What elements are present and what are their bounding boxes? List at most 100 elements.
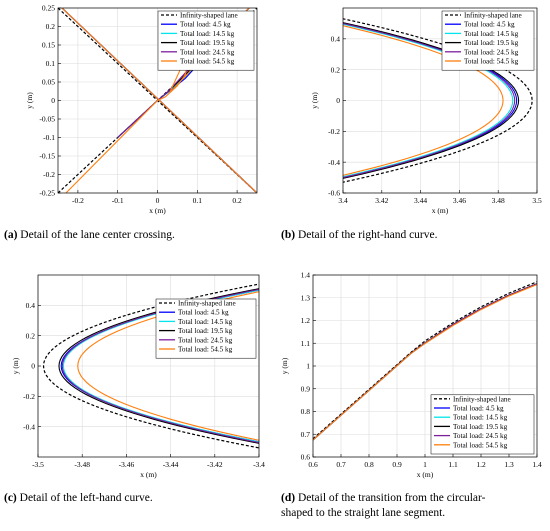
legend-label: Total load: 19.5 kg	[453, 423, 508, 431]
x-tick-label: 3.5	[532, 196, 542, 205]
legend-box	[155, 298, 257, 359]
series-load-2	[343, 23, 514, 178]
x-tick-label: -3.48	[74, 460, 90, 469]
legend-label: Total load: 54.5 kg	[453, 441, 508, 449]
series-group	[313, 281, 537, 441]
caption-a-text: Detail of the lane center crossing.	[20, 229, 175, 241]
legend-label: Infinity-shaped lane	[178, 300, 236, 308]
x-tick-label: 3.4	[338, 196, 348, 205]
x-tick-label: -3.44	[163, 460, 179, 469]
y-tick-label: -0.2	[23, 392, 35, 401]
legend-label: Total load: 19.5 kg	[178, 327, 233, 335]
caption-c: (c) Detail of the left-hand curve.	[4, 491, 153, 506]
x-tick-label: -0.2	[72, 196, 84, 205]
x-tick-label: -3.5	[32, 460, 44, 469]
x-tick-label: 0.9	[392, 460, 402, 469]
legend-label: Infinity-shaped lane	[464, 12, 522, 20]
y-axis-label: y (m)	[25, 92, 34, 109]
y-tick-label: -0.1	[43, 133, 55, 142]
caption-d-text: Detail of the transition from the circul…	[297, 492, 486, 504]
series-infinity-lane	[343, 18, 533, 183]
y-tick-label: -0.05	[39, 115, 55, 124]
legend-label: Total load: 19.5 kg	[180, 39, 235, 47]
y-tick-label: 0.05	[42, 78, 55, 87]
legend-label: Total load: 14.5 kg	[453, 414, 508, 422]
caption-a-tag: (a)	[4, 229, 18, 241]
caption-b: (b) Detail of the right-hand curve.	[281, 228, 437, 243]
x-axis-label: x (m)	[149, 206, 166, 215]
x-tick-label: 3.44	[414, 196, 427, 205]
y-tick-label: 0	[51, 96, 55, 105]
y-tick-label: -0.4	[23, 422, 35, 431]
series-load-5	[61, 8, 257, 193]
legend-label: Total load: 4.5 kg	[464, 21, 515, 29]
panel-a: -0.2 -0.1 0 0.1 0.2 -0.25 -0.2 -0.15 -0.1 -0.05 0 0…	[25, 4, 258, 215]
legend-box	[430, 394, 535, 455]
x-tick-label: -3.42	[207, 460, 223, 469]
caption-c-text: Detail of the left-hand curve.	[19, 492, 153, 504]
x-tick-label: 1	[423, 460, 427, 469]
legend-box	[157, 10, 255, 71]
caption-b-tag: (b)	[281, 229, 296, 241]
legend-label: Total load: 24.5 kg	[180, 48, 235, 56]
legend-label: Infinity-shaped lane	[180, 12, 238, 20]
legend-label: Total load: 24.5 kg	[453, 432, 508, 440]
x-tick-label: 0	[156, 196, 160, 205]
y-tick-label: 0.4	[26, 301, 36, 310]
series-load-5	[65, 8, 250, 193]
y-tick-label: 1.4	[301, 271, 311, 280]
panel-b: 3.4 3.42 3.44 3.46 3.48 3.5 -0.6 -0.4 -0.2 0 0.2 0.…	[310, 7, 542, 215]
x-tick-label: 3.48	[492, 196, 505, 205]
series-load-3	[343, 22, 520, 179]
series-group	[343, 18, 533, 183]
axes-frame	[342, 7, 538, 194]
x-tick-label: -0.1	[112, 196, 124, 205]
legend-label: Total load: 24.5 kg	[178, 336, 233, 344]
x-tick-label: 0.1	[193, 196, 203, 205]
caption-c-tag: (c)	[4, 492, 17, 504]
x-tick-label: 1.3	[504, 460, 514, 469]
y-tick-label: 0.8	[301, 407, 311, 416]
x-tick-label: 0.6	[308, 460, 318, 469]
legend-label: Total load: 24.5 kg	[464, 48, 519, 56]
x-tick-label: -3.4	[253, 460, 265, 469]
x-tick-label: 1.2	[476, 460, 486, 469]
y-tick-label: 0.2	[46, 22, 56, 31]
y-tick-label: 0.4	[331, 34, 341, 43]
y-axis-label: y (m)	[11, 357, 20, 374]
legend-label: Total load: 14.5 kg	[180, 30, 235, 38]
y-tick-label: 1	[306, 362, 310, 371]
y-tick-label: 1.1	[301, 339, 311, 348]
x-axis-label: x (m)	[140, 470, 157, 479]
x-tick-label: 3.46	[453, 196, 466, 205]
panel-d: 0.6 0.7 0.8 0.9 1 1.1 1.2 1.3 1.4 0.6 0.7 0.8 0.9 1 1.…	[280, 271, 542, 479]
legend-label: Infinity-shaped lane	[453, 395, 511, 403]
series-infinity-lane	[42, 283, 259, 449]
x-axis-label: x (m)	[432, 206, 449, 215]
y-tick-label: 0	[31, 362, 35, 371]
caption-a: (a) Detail of the lane center crossing.	[4, 228, 175, 243]
legend-label: Total load: 54.5 kg	[464, 58, 519, 66]
legend-label: Total load: 4.5 kg	[180, 21, 231, 29]
series-load-5	[313, 284, 537, 441]
y-axis-label: y (m)	[310, 92, 319, 109]
caption-d: (d) Detail of the transition from the ci…	[281, 491, 547, 521]
axes-frame	[57, 7, 258, 194]
x-tick-label: -3.46	[119, 460, 135, 469]
legend-label: Total load: 54.5 kg	[178, 346, 233, 354]
y-tick-label: 0.7	[301, 430, 311, 439]
y-tick-label: 0	[336, 96, 340, 105]
y-tick-label: 0.2	[26, 331, 36, 340]
legend-label: Total load: 19.5 kg	[464, 39, 519, 47]
y-tick-label: 0.15	[42, 41, 55, 50]
x-tick-label: 1.4	[532, 460, 542, 469]
legend-box	[441, 10, 535, 71]
y-tick-label: -0.15	[39, 152, 55, 161]
axes-frame	[312, 274, 538, 458]
y-tick-label: -0.2	[328, 127, 340, 136]
y-tick-label: 1.2	[301, 316, 311, 325]
y-tick-label: 0.25	[42, 4, 55, 13]
legend-label: Total load: 4.5 kg	[453, 405, 504, 413]
